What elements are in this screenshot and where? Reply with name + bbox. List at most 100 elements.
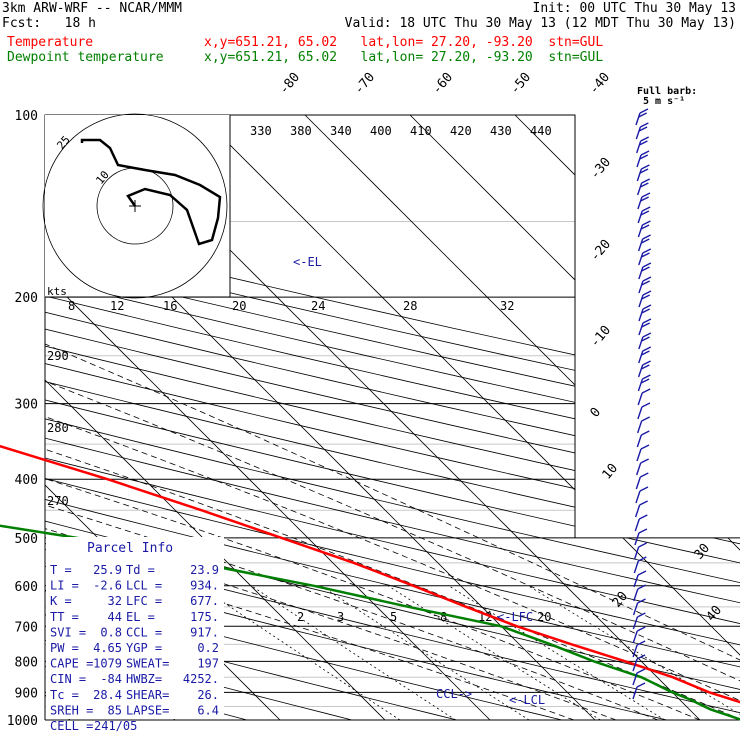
wind-barb — [636, 434, 642, 448]
dry-adiabat — [45, 115, 740, 720]
pressure-label: 1000 — [7, 714, 38, 729]
isotherm-line — [45, 115, 491, 720]
speed-label: 8 — [68, 299, 75, 313]
isotherm-line — [199, 115, 740, 720]
speed-label: 28 — [403, 299, 417, 313]
speed-label: 12 — [110, 299, 124, 313]
wind-barb — [637, 378, 644, 392]
wind-barb — [638, 350, 644, 364]
wind-barb — [633, 546, 640, 560]
parcel-value: 241/05 — [94, 719, 137, 733]
temperature-legend: Temperature — [7, 35, 94, 50]
theta-label: 270 — [47, 494, 69, 508]
wind-barb — [638, 322, 644, 336]
wind-barb — [636, 420, 643, 434]
wind-barb — [638, 280, 644, 294]
theta-label: 280 — [47, 421, 69, 435]
parcel-info-title: Parcel Info — [87, 541, 173, 556]
wind-barb — [632, 630, 638, 644]
parcel-key: LCL = — [126, 579, 162, 593]
valid-time: Valid: 18 UTC Thu 30 May 13 (12 MDT Thu … — [344, 16, 736, 31]
wind-barb — [632, 672, 638, 686]
parcel-key: SREH = — [50, 703, 93, 717]
theta-label: 330 — [250, 124, 272, 138]
mixing-ratio-label: 8 — [440, 610, 447, 624]
parcel-value: 175. — [190, 610, 219, 624]
wind-barb — [635, 112, 641, 126]
moist-adiabat — [45, 296, 701, 720]
dry-adiabat — [45, 115, 740, 720]
dry-adiabat — [45, 115, 740, 720]
mixing-ratio-line — [320, 585, 530, 720]
isotherm-label: -30 — [588, 155, 615, 183]
parcel-value: 934. — [190, 579, 219, 593]
wind-barb — [638, 252, 644, 266]
pressure-label: 300 — [15, 398, 38, 413]
dry-adiabat — [45, 115, 740, 720]
forecast-hour: Fcst: 18 h — [2, 16, 96, 31]
temperature-profile — [0, 444, 740, 704]
speed-label: 32 — [500, 299, 514, 313]
mixing-ratio-label: 20 — [537, 610, 551, 624]
isotherm-line — [45, 115, 386, 720]
parcel-key: SWEAT= — [126, 657, 169, 671]
dry-adiabat — [45, 115, 740, 720]
speed-label: 20 — [232, 299, 246, 313]
isotherm-label: -40 — [587, 70, 614, 98]
wind-barb — [638, 336, 644, 350]
wind-barb — [635, 476, 641, 490]
wind-barb — [638, 294, 644, 308]
parcel-value: -84 — [100, 672, 122, 686]
wind-barbs — [632, 108, 652, 700]
isotherm-label: -20 — [588, 237, 615, 265]
theta-label: 400 — [370, 124, 392, 138]
parcel-key: PW = — [50, 641, 79, 655]
wind-barb — [633, 574, 639, 588]
parcel-value: 197 — [197, 657, 219, 671]
parcel-value: 44 — [108, 610, 122, 624]
parcel-key: SHEAR= — [126, 688, 169, 702]
parcel-value: 85 — [108, 703, 122, 717]
parcel-key: CAPE = — [50, 657, 93, 671]
dry-adiabat — [45, 115, 740, 720]
wind-barb — [634, 518, 640, 532]
parcel-key: TT = — [50, 610, 79, 624]
pressure-label: 600 — [15, 580, 38, 595]
isotherm-label: -70 — [352, 70, 379, 98]
isotherm-label: -80 — [277, 70, 304, 98]
parcel-value: 26. — [197, 688, 219, 702]
model-title: 3km ARW-WRF -- NCAR/MMM — [2, 1, 183, 16]
parcel-key: EL = — [126, 610, 155, 624]
parcel-value: 4.65 — [93, 641, 122, 655]
hodograph-units: kts — [47, 285, 67, 298]
theta-label: 410 — [410, 124, 432, 138]
wind-barb — [634, 532, 640, 546]
wind-barb — [635, 490, 641, 504]
wind-barb — [636, 140, 642, 154]
parcel-key: T = — [50, 563, 72, 577]
wind-barb — [632, 616, 639, 630]
wind-barb — [637, 238, 644, 252]
parcel-value: 25.9 — [93, 563, 122, 577]
mixing-ratio-line — [448, 585, 665, 720]
pressure-label: 800 — [15, 655, 38, 670]
isotherm-label: 10 — [600, 461, 622, 483]
parcel-key: K = — [50, 594, 72, 608]
mixing-ratio-label: 2 — [297, 610, 304, 624]
parcel-value: 4252. — [183, 672, 219, 686]
temperature-location: x,y=651.21, 65.02 lat,lon= 27.20, -93.20… — [204, 35, 604, 50]
wind-barb — [637, 406, 643, 420]
parcel-key: CCL = — [126, 625, 162, 639]
init-time: Init: 00 UTC Thu 30 May 13 — [532, 1, 737, 16]
isotherm-label: -60 — [430, 70, 457, 98]
pressure-label: 400 — [15, 473, 38, 488]
speed-label: 24 — [311, 299, 325, 313]
mixing-ratio-line — [528, 585, 740, 720]
hodograph — [42, 113, 231, 299]
pressure-label: 700 — [15, 620, 38, 635]
parcel-key: YGP = — [126, 641, 162, 655]
wind-barb — [636, 448, 642, 462]
wind-barb — [635, 126, 642, 140]
parcel-value: 32 — [108, 594, 122, 608]
